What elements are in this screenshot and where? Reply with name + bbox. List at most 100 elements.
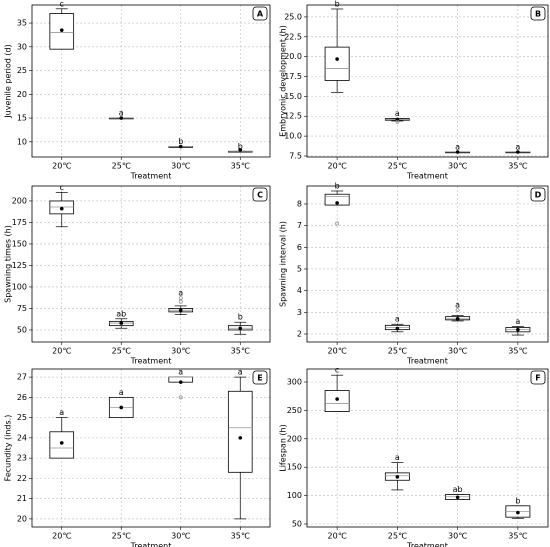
x-tick-label: 35℃ — [231, 347, 250, 356]
significance-letter: a — [395, 109, 400, 118]
significance-letter: a — [395, 453, 400, 462]
y-tick-label: 30 — [17, 42, 27, 51]
panel-label-box — [530, 187, 546, 202]
box — [324, 46, 350, 81]
significance-letter: b — [238, 142, 243, 151]
panel-label: A — [257, 10, 264, 19]
y-axis-label: Embryonic development (h) — [279, 25, 288, 137]
mean-point — [178, 144, 183, 149]
panel-label-box — [252, 6, 268, 21]
box — [324, 193, 350, 206]
y-tick-label: 100 — [12, 282, 27, 291]
significance-letter: b — [335, 0, 340, 8]
significance-letter: c — [335, 366, 339, 375]
x-tick-label: 30℃ — [171, 162, 190, 171]
significance-letter: b — [238, 313, 243, 322]
x-tick-label: 30℃ — [171, 347, 190, 356]
y-tick-label: 25 — [17, 413, 27, 422]
axes-frame — [306, 185, 549, 343]
significance-letter: a — [455, 142, 460, 151]
y-tick-label: 300 — [287, 378, 302, 387]
y-tick-label: 75 — [17, 304, 27, 313]
x-tick-label: 20℃ — [52, 347, 71, 356]
y-tick-label: 20.0 — [284, 52, 302, 61]
mean-point — [238, 326, 243, 331]
y-tick-label: 6 — [297, 243, 302, 252]
y-tick-label: 4 — [297, 286, 302, 295]
y-tick-label: 50 — [292, 519, 302, 528]
panel-label: E — [257, 374, 262, 383]
significance-letter: a — [59, 408, 64, 417]
x-axis-label: Treatment — [406, 542, 448, 547]
y-tick-label: 12.5 — [284, 112, 302, 121]
box — [227, 390, 253, 473]
significance-letter: a — [515, 142, 520, 151]
y-tick-label: 15.0 — [284, 92, 302, 101]
significance-letter: b — [178, 137, 183, 146]
significance-letter: a — [178, 289, 183, 298]
y-tick-label: 35 — [17, 19, 27, 28]
outlier — [335, 221, 340, 226]
mean-point — [455, 150, 460, 154]
mean-point — [178, 380, 183, 384]
y-tick-label: 200 — [12, 196, 27, 205]
x-tick-label: 30℃ — [448, 532, 467, 541]
y-axis-label: Spawning interval (h) — [279, 221, 288, 307]
mean-point — [516, 150, 520, 154]
significance-letter: a — [238, 368, 243, 377]
outlier — [395, 119, 400, 124]
x-tick-label: 30℃ — [448, 347, 467, 356]
significance-letter: c — [60, 0, 64, 8]
x-axis-label: Treatment — [130, 357, 172, 366]
mean-point — [395, 475, 400, 479]
significance-letter: b — [335, 181, 340, 190]
mean-point — [178, 308, 183, 312]
x-tick-label: 20℃ — [52, 532, 71, 541]
x-tick-label: 35℃ — [508, 347, 527, 356]
box — [324, 390, 350, 412]
y-tick-label: 100 — [287, 491, 302, 500]
panel-label: D — [535, 191, 542, 200]
mean-point — [335, 397, 339, 401]
significance-letter: a — [395, 315, 400, 324]
mean-point — [59, 28, 64, 32]
mean-point — [516, 327, 520, 332]
x-tick-label: 35℃ — [508, 162, 527, 171]
y-tick-label: 8 — [297, 199, 302, 208]
panel-label-box — [252, 187, 268, 202]
y-tick-label: 3 — [297, 308, 302, 317]
panel: 7.5 10.0 12.5 15.0 17.5 20.0 22.5 25.0 20℃ 25℃ 30℃… — [279, 0, 549, 181]
mean-point — [455, 317, 460, 321]
x-tick-label: 20℃ — [328, 532, 347, 541]
significance-letter: b — [515, 496, 520, 505]
y-tick-label: 23 — [17, 454, 27, 463]
y-tick-label: 175 — [12, 218, 27, 227]
y-tick-label: 27 — [17, 373, 27, 382]
y-tick-label: 15 — [17, 114, 27, 123]
y-axis-label: Spawning times (h) — [4, 225, 13, 303]
y-tick-label: 50 — [17, 325, 27, 334]
mean-point — [119, 116, 124, 120]
y-tick-label: 10.0 — [284, 132, 302, 141]
y-tick-label: 7.5 — [289, 151, 302, 160]
x-tick-label: 25℃ — [388, 532, 407, 541]
mean-point — [335, 201, 339, 205]
axes-frame — [31, 4, 271, 158]
x-tick-label: 25℃ — [112, 532, 131, 541]
axes-frame — [31, 185, 271, 343]
panel-label: C — [257, 191, 263, 200]
y-axis-label: Lifespan (h) — [279, 424, 288, 472]
x-tick-label: 35℃ — [231, 532, 250, 541]
y-tick-label: 20 — [17, 514, 27, 523]
x-tick-label: 25℃ — [112, 347, 131, 356]
y-axis-label: Fecundity (inds.) — [4, 415, 13, 482]
y-tick-label: 10 — [17, 137, 27, 146]
y-tick-label: 125 — [12, 261, 27, 270]
mean-point — [59, 206, 64, 211]
box — [49, 431, 75, 459]
panel-label: F — [535, 374, 540, 383]
panel: 10 15 20 25 30 35 20℃ 25℃ 30℃ 35℃ Treatment Juvenil… — [4, 0, 271, 181]
mean-point — [455, 495, 460, 500]
x-tick-label: 30℃ — [448, 162, 467, 171]
